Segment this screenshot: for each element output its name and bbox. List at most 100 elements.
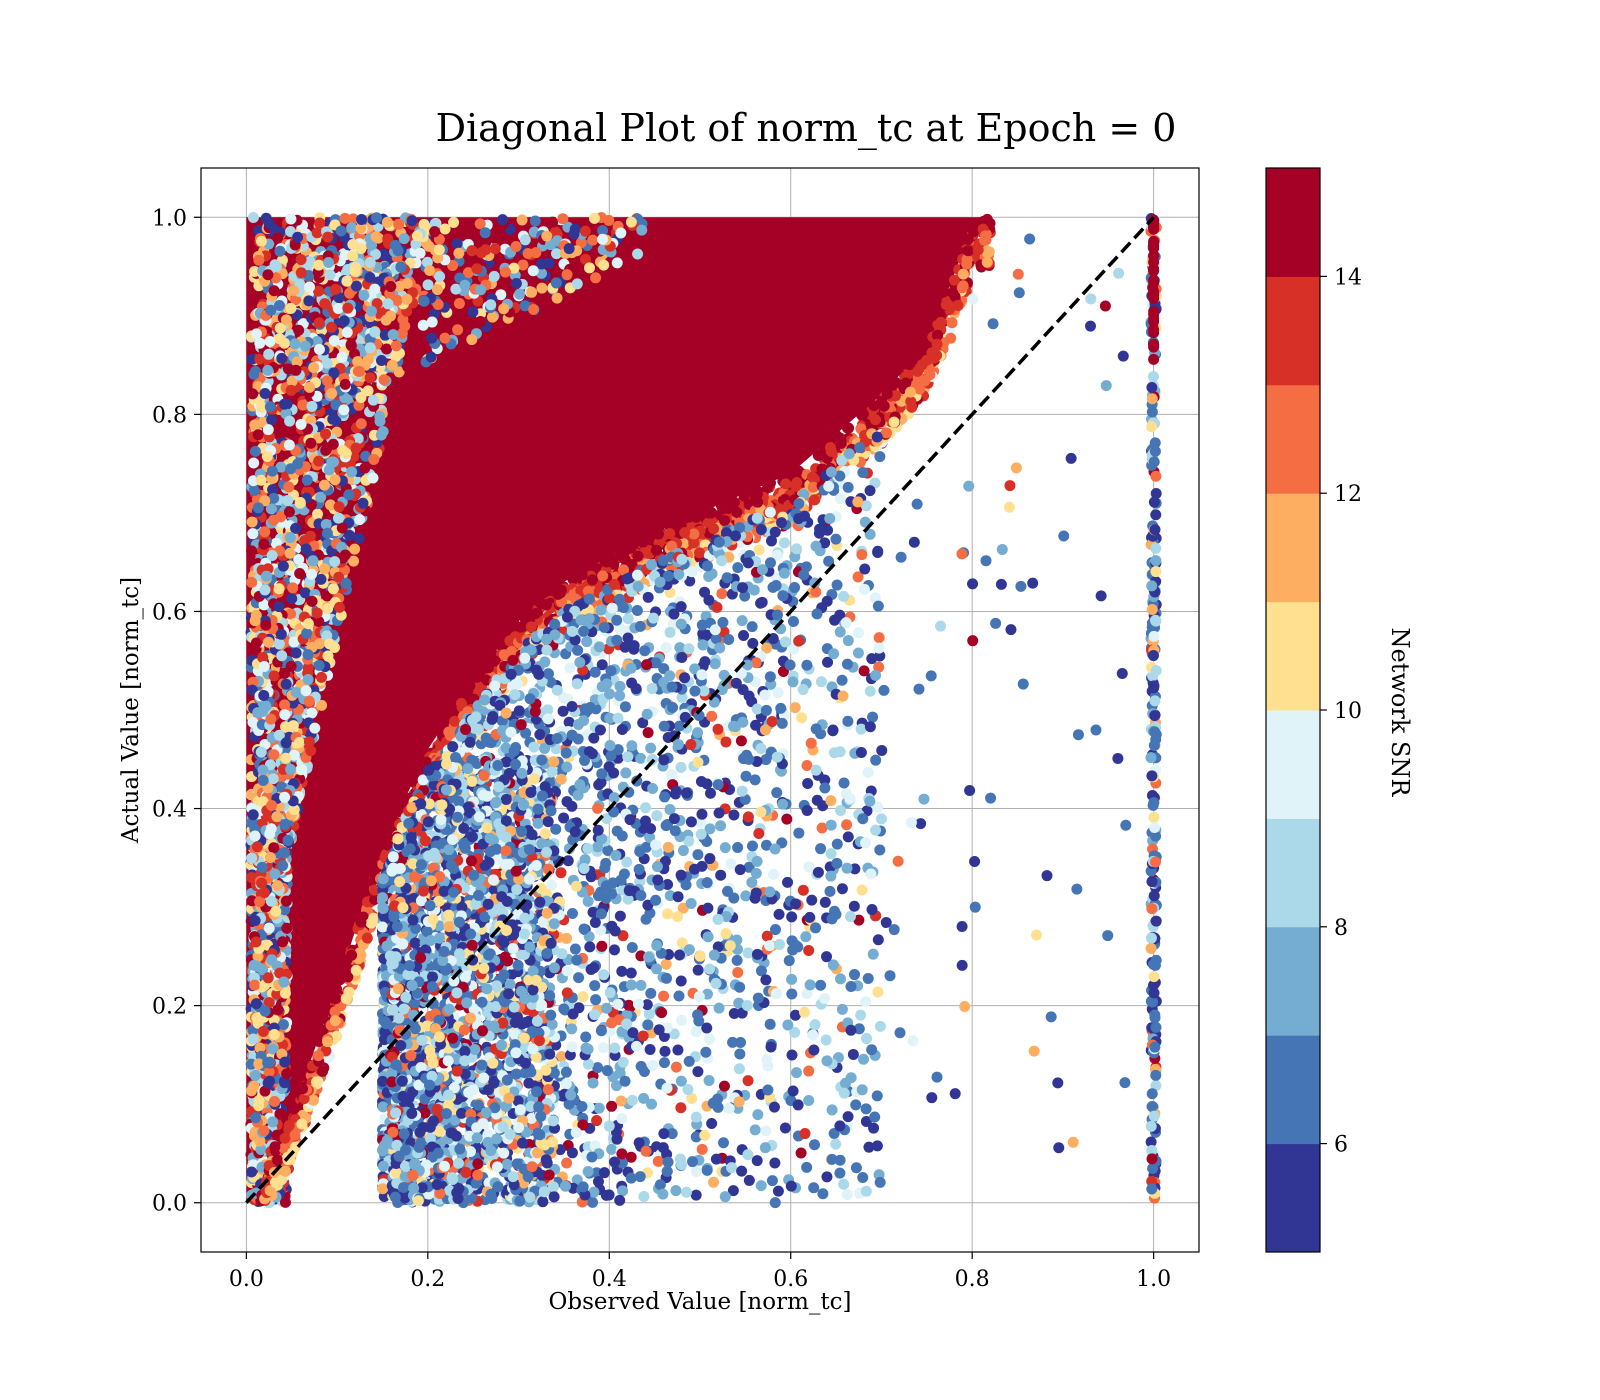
- data-point: [557, 213, 569, 225]
- data-point: [597, 570, 609, 582]
- data-point: [290, 647, 302, 659]
- data-point: [320, 428, 332, 440]
- data-point: [279, 1056, 291, 1068]
- data-point: [248, 457, 260, 469]
- data-point: [313, 259, 325, 271]
- data-point: [378, 374, 390, 386]
- data-point: [249, 1070, 261, 1082]
- data-point: [252, 707, 264, 719]
- data-point: [283, 506, 295, 518]
- data-point: [255, 235, 267, 247]
- data-point: [264, 1056, 276, 1068]
- data-point: [340, 578, 352, 590]
- data-point: [956, 282, 968, 294]
- data-point: [257, 1026, 269, 1038]
- data-point: [946, 317, 958, 329]
- data-point: [337, 444, 349, 456]
- data-point: [552, 588, 564, 600]
- data-point: [488, 270, 500, 282]
- data-point: [402, 361, 414, 373]
- data-point: [257, 774, 269, 786]
- data-point: [369, 326, 381, 338]
- data-point: [636, 224, 648, 236]
- data-point: [307, 1094, 319, 1106]
- data-point: [841, 422, 853, 434]
- data-point: [265, 713, 277, 725]
- data-point: [571, 278, 583, 290]
- data-point: [276, 352, 288, 364]
- data-point: [297, 1083, 309, 1095]
- data-point: [498, 303, 510, 315]
- data-point: [317, 1065, 329, 1077]
- data-point: [285, 384, 297, 396]
- data-point: [347, 213, 359, 225]
- data-point: [266, 799, 278, 811]
- data-point: [309, 722, 321, 734]
- data-point: [355, 418, 367, 430]
- data-point: [426, 332, 438, 344]
- data-point: [252, 429, 264, 441]
- data-point: [277, 936, 289, 948]
- data-point: [303, 295, 315, 307]
- data-point: [261, 450, 273, 462]
- data-point: [981, 256, 993, 268]
- data-point: [381, 216, 393, 228]
- data-point: [306, 568, 318, 580]
- data-point: [353, 365, 365, 377]
- data-point: [708, 523, 720, 535]
- data-point: [439, 223, 451, 235]
- data-point: [330, 993, 342, 1005]
- data-point: [611, 257, 623, 269]
- data-point: [329, 556, 341, 568]
- data-point: [411, 230, 423, 242]
- data-point: [321, 375, 333, 387]
- data-point: [311, 227, 323, 239]
- data-point: [283, 481, 295, 493]
- data-point: [313, 317, 325, 329]
- data-point: [694, 547, 706, 559]
- data-point: [453, 247, 465, 259]
- data-point: [842, 831, 854, 843]
- data-point: [371, 212, 383, 224]
- data-point: [935, 316, 947, 328]
- data-point: [289, 338, 301, 350]
- data-point: [269, 1141, 281, 1153]
- data-point: [328, 335, 340, 347]
- data-point: [260, 619, 272, 631]
- data-point: [780, 478, 792, 490]
- data-point: [456, 334, 468, 346]
- data-point: [362, 385, 374, 397]
- data-point: [439, 332, 451, 344]
- data-point: [361, 932, 373, 944]
- data-point: [259, 526, 271, 538]
- data-point: [292, 458, 304, 470]
- data-point: [246, 545, 258, 557]
- data-point: [271, 261, 283, 273]
- data-point: [284, 415, 296, 427]
- data-point: [367, 394, 379, 406]
- data-point: [356, 213, 368, 225]
- data-point: [262, 424, 274, 436]
- data-point: [269, 868, 281, 880]
- data-point: [957, 268, 969, 280]
- data-point: [716, 498, 728, 510]
- data-point: [294, 497, 306, 509]
- data-point: [329, 1015, 341, 1027]
- data-point: [615, 227, 627, 239]
- data-point: [418, 295, 430, 307]
- data-point: [266, 414, 278, 426]
- data-point: [258, 887, 270, 899]
- data-point: [352, 356, 364, 368]
- data-point: [632, 248, 644, 260]
- data-point: [295, 418, 307, 430]
- data-point: [259, 584, 271, 596]
- data-point: [250, 1112, 262, 1124]
- data-point: [451, 238, 463, 250]
- data-point: [273, 601, 285, 613]
- data-point: [281, 1068, 293, 1080]
- data-point: [425, 351, 437, 363]
- data-point: [522, 247, 534, 259]
- data-point: [791, 465, 803, 477]
- data-point: [561, 269, 573, 281]
- data-point: [249, 615, 261, 627]
